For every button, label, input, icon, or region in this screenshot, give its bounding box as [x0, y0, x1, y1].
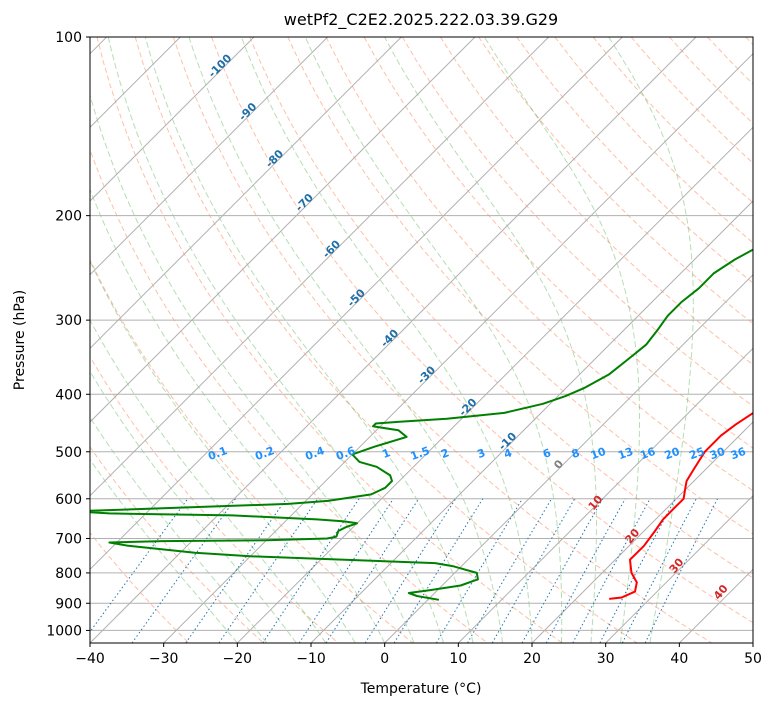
dry-adiabat: [249, 37, 753, 579]
mixing-ratio-label: 8: [570, 446, 582, 461]
mixing-ratio-label: 6: [541, 446, 553, 461]
moist-adiabat: [608, 37, 694, 643]
y-tick-label: 300: [55, 313, 82, 329]
mixing-ratio-line: [621, 498, 697, 643]
mixing-ratio-line: [131, 498, 236, 643]
mixing-ratio-label: 0.6: [334, 444, 357, 463]
isotherm-gridline: [605, 494, 753, 643]
plot-frame: [89, 36, 754, 644]
moist-adiabat: [90, 370, 297, 643]
moist-adiabat: [90, 416, 268, 643]
moist-adiabat: [188, 37, 503, 643]
y-tick-label: 100: [55, 30, 82, 46]
mixing-ratio-label: 1.5: [409, 444, 432, 463]
dry-adiabat: [516, 37, 753, 284]
mixing-ratio-label: 3: [475, 446, 487, 461]
mixing-ratio-line: [599, 498, 676, 643]
moist-adiabat: [90, 259, 356, 643]
dry-adiabat: [90, 148, 488, 643]
y-tick-label: 400: [55, 387, 82, 403]
isotherm-gridline: [457, 347, 753, 643]
isotherm-gridline: [90, 37, 402, 350]
dry-adiabat: [478, 37, 753, 325]
mixing-ratio-label: 0.4: [303, 444, 326, 463]
mixing-ratio-label: 10: [589, 445, 608, 463]
dry-adiabat: [325, 37, 753, 492]
y-tick-label: 1000: [46, 623, 82, 639]
dry-adiabat: [401, 37, 753, 407]
x-tick-label: −10: [296, 651, 326, 667]
isotherm-gridline: [163, 52, 753, 643]
x-tick-label: −30: [149, 651, 179, 667]
y-tick-label: 500: [55, 445, 82, 461]
isotherm-gridline: [90, 37, 697, 643]
moist-adiabat: [384, 37, 597, 643]
dry-adiabat: [90, 258, 414, 643]
moist-adiabat: [90, 458, 238, 643]
isotherm-gridline: [236, 126, 753, 643]
isotherm-gridline: [90, 37, 550, 497]
isotherm-gridline: [310, 200, 753, 643]
x-tick-label: 0: [380, 651, 389, 667]
mixing-ratio-label: 4: [502, 446, 514, 461]
moist-adiabat: [304, 37, 563, 643]
isotherm-gridline: [90, 37, 255, 202]
y-tick-label: 900: [55, 596, 82, 612]
isotherm-gridline: [90, 37, 329, 276]
dry-adiabat: [172, 37, 712, 643]
x-axis-label: Temperature (°C): [360, 681, 482, 697]
dewpoint-profile-line: [90, 248, 753, 601]
mixing-ratio-label: 20: [663, 445, 682, 463]
isotherm-gridline: [531, 421, 753, 643]
y-tick-label: 600: [55, 492, 82, 508]
mixing-ratio-label: 30: [708, 445, 727, 463]
isotherm-gridline: [90, 37, 476, 423]
axes: −40 −30 −20 −10 0 10 20 30 40 5010020030040050060…: [46, 30, 762, 667]
y-tick-label: 800: [55, 566, 82, 582]
x-tick-label: 20: [523, 651, 541, 667]
mixing-ratio-label: 25: [687, 445, 706, 462]
dry-adiabat: [134, 37, 638, 643]
dry-adiabat: [90, 531, 190, 643]
moist-adiabat: [483, 37, 640, 643]
y-axis-label: Pressure (hPa): [12, 290, 28, 390]
dry-adiabat: [211, 37, 753, 624]
isotherm-gridline: [384, 273, 753, 643]
x-tick-label: 30: [597, 651, 615, 667]
dry-adiabat: [90, 355, 339, 643]
moist-adiabat: [107, 37, 445, 643]
temperature-profile-line: [609, 411, 753, 600]
dry-adiabat: [90, 445, 264, 643]
moist-adiabat: [90, 188, 386, 643]
background-lines: [90, 37, 753, 643]
x-tick-label: −20: [223, 651, 253, 667]
x-tick-label: −40: [75, 651, 105, 667]
dry-adiabat: [96, 37, 563, 643]
mixing-ratio-label: 13: [616, 445, 635, 462]
moist-adiabat: [144, 37, 474, 643]
mixing-ratio-label: 0.2: [253, 444, 276, 463]
mixing-ratio-line: [262, 498, 360, 643]
x-tick-label: 50: [744, 651, 762, 667]
moist-adiabat: [240, 37, 533, 643]
profile-lines: [90, 248, 753, 601]
mixing-ratio-line: [644, 498, 718, 643]
mixing-ratio-line: [90, 498, 189, 633]
y-tick-label: 700: [55, 532, 82, 548]
mixing-ratio-label: 36: [729, 445, 748, 463]
mixing-ratio-line: [393, 498, 484, 643]
mixing-ratio-label: 2: [439, 446, 451, 461]
x-tick-label: 10: [449, 651, 467, 667]
mixing-ratio-label: 0.1: [206, 444, 229, 463]
mixing-ratio-label: 1: [380, 446, 392, 461]
mixing-ratio-label: 16: [638, 445, 657, 463]
mixing-ratio-line: [364, 498, 457, 643]
x-tick-label: 40: [670, 651, 688, 667]
dry-adiabat: [439, 37, 753, 366]
y-tick-label: 200: [55, 209, 82, 225]
mixing-ratio-line: [572, 498, 651, 643]
chart-title: wetPf2_C2E2.2025.222.03.39.G29: [284, 10, 558, 30]
